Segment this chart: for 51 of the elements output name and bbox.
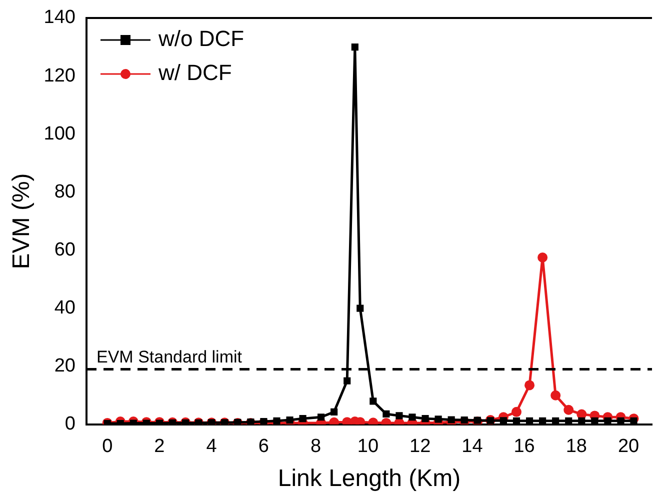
point xyxy=(351,43,358,51)
ref-line-label: EVM Standard limit xyxy=(96,347,242,366)
y-tick-label: 40 xyxy=(54,298,76,319)
legend-label: w/o DCF xyxy=(158,26,244,52)
point xyxy=(565,417,572,424)
point xyxy=(382,410,390,418)
point xyxy=(422,415,429,422)
x-tick-label: 10 xyxy=(357,436,379,458)
x-tick-label: 12 xyxy=(409,436,431,458)
point xyxy=(591,417,598,424)
point xyxy=(564,404,574,415)
point xyxy=(604,417,612,424)
point xyxy=(539,417,546,424)
point xyxy=(526,417,534,424)
y-tick-label: 60 xyxy=(54,239,76,260)
x-tick-label: 6 xyxy=(258,436,269,458)
y-tick-label: 20 xyxy=(54,356,76,377)
x-tick-label: 16 xyxy=(514,436,535,458)
point xyxy=(330,408,338,416)
x-tick-label: 18 xyxy=(566,436,587,458)
point xyxy=(370,398,377,405)
point xyxy=(408,414,416,421)
point xyxy=(550,390,561,400)
point xyxy=(318,414,325,421)
x-tick-label: 8 xyxy=(310,436,322,458)
y-tick-label: 0 xyxy=(64,414,76,435)
point xyxy=(396,412,403,420)
point xyxy=(356,304,364,312)
y-tick-label: 100 xyxy=(44,123,76,144)
point xyxy=(630,417,638,424)
x-tick-label: 20 xyxy=(618,436,640,458)
y-tick-label: 120 xyxy=(44,65,76,86)
y-tick-label: 80 xyxy=(54,181,76,202)
y-axis-title: EVM (%) xyxy=(8,173,36,270)
point xyxy=(617,417,624,424)
point xyxy=(524,380,535,390)
point xyxy=(538,252,548,262)
x-tick-label: 0 xyxy=(102,436,113,458)
y-tick-label: 140 xyxy=(44,7,76,28)
legend-label: w/ DCF xyxy=(158,60,232,86)
point xyxy=(512,417,520,424)
point xyxy=(578,417,586,424)
x-tick-label: 4 xyxy=(206,436,218,458)
x-tick-label: 14 xyxy=(462,436,484,458)
point xyxy=(344,377,351,384)
x-tick-label: 2 xyxy=(154,436,165,458)
point xyxy=(511,406,522,417)
point xyxy=(552,417,560,424)
x-axis-title: Link Length (Km) xyxy=(278,465,461,492)
point xyxy=(500,417,507,424)
point xyxy=(299,415,306,422)
